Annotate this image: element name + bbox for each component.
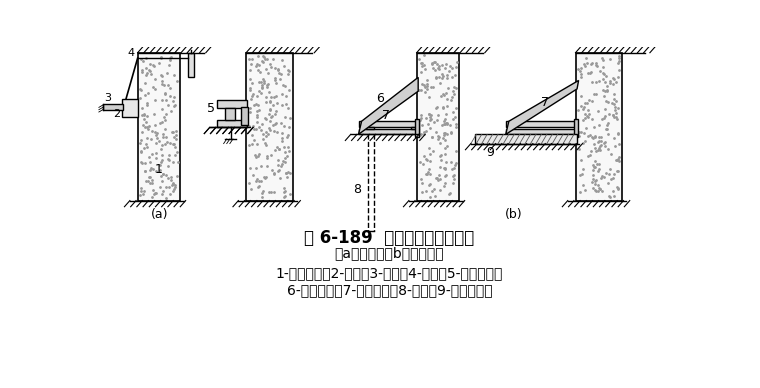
Text: 3: 3 <box>105 93 112 103</box>
Bar <box>122 99 138 118</box>
Bar <box>574 119 578 137</box>
Bar <box>103 104 123 111</box>
Bar <box>366 126 374 129</box>
Bar <box>505 129 577 134</box>
Text: （a）对撑；（b）竖向斜撑: （a）对撑；（b）竖向斜撑 <box>334 246 445 260</box>
Text: 6: 6 <box>376 92 384 106</box>
Bar <box>505 121 577 126</box>
Text: 8: 8 <box>353 182 361 196</box>
Text: 1: 1 <box>154 163 163 176</box>
Text: 7: 7 <box>540 95 549 109</box>
Text: (b): (b) <box>505 208 522 221</box>
Bar <box>246 53 293 201</box>
Bar <box>359 129 419 134</box>
Text: 5: 5 <box>207 102 215 115</box>
Text: 6-竖向斜撑；7-铺地型钓；8-板桡；9-混凝土庳层: 6-竖向斜撑；7-铺地型钓；8-板桡；9-混凝土庳层 <box>287 283 492 297</box>
Bar <box>217 120 247 127</box>
Text: 1-水泥土墙；2-围橰；3-对撑；4-吸索；5-支承型钓；: 1-水泥土墙；2-围橰；3-对撑；4-吸索；5-支承型钓； <box>276 266 503 280</box>
Bar <box>416 53 459 201</box>
Text: 7: 7 <box>382 109 390 122</box>
Text: 2: 2 <box>113 109 120 120</box>
Polygon shape <box>505 80 578 134</box>
Bar <box>411 126 419 129</box>
Bar <box>225 108 235 120</box>
Bar <box>359 121 419 126</box>
Bar <box>241 107 248 125</box>
Text: 4: 4 <box>128 48 135 58</box>
Bar <box>138 53 180 201</box>
Polygon shape <box>359 77 418 134</box>
Bar <box>217 100 247 108</box>
Text: (a): (a) <box>150 208 168 221</box>
Text: 9: 9 <box>486 146 494 159</box>
Bar <box>475 134 577 144</box>
Bar <box>188 53 195 77</box>
Bar <box>415 119 419 137</box>
Text: 图 6-189  水泥土墙加临时支撑: 图 6-189 水泥土墙加临时支撑 <box>304 229 475 246</box>
Bar <box>575 53 622 201</box>
